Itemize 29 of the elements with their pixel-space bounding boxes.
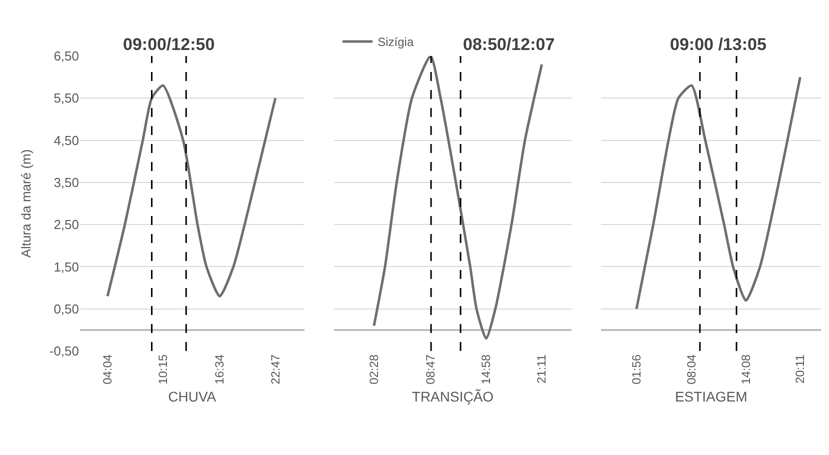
x-axis-title: TRANSIÇÃO <box>412 388 494 405</box>
x-tick-label: 14:58 <box>479 354 494 384</box>
y-tick-label: 4,50 <box>54 132 79 148</box>
legend-label: Sizígia <box>378 35 414 50</box>
x-tick-label: 21:11 <box>534 354 549 384</box>
x-tick-label: 01:56 <box>629 354 644 384</box>
y-tick-label: 0,50 <box>54 301 79 316</box>
text: 08:50/12:07 <box>463 35 555 54</box>
x-tick-label: 08:47 <box>423 354 438 384</box>
y-tick-label: 1,50 <box>54 259 79 274</box>
x-tick-label: 08:04 <box>684 354 698 384</box>
x-tick-label: 22:47 <box>268 354 282 384</box>
x-tick-label: 02:28 <box>366 354 381 384</box>
x-tick-label: 10:15 <box>156 354 170 384</box>
y-axis-title: Altura da maré (m) <box>18 149 34 258</box>
y-tick-label: 5,50 <box>54 90 79 106</box>
line-series <box>106 84 277 298</box>
x-tick-label: 04:04 <box>100 354 114 384</box>
x-tick-label: 14:08 <box>738 354 753 384</box>
x-tick-label: 16:34 <box>212 354 227 384</box>
y-tick-label: 3,50 <box>54 174 79 190</box>
x-axis-title: ESTIAGEM <box>674 388 748 405</box>
y-tick-label: 6,50 <box>54 48 79 64</box>
text: 09:00/12:50 <box>123 35 215 54</box>
x-axis-title: CHUVA <box>168 388 217 405</box>
text: 09:00 /13:05 <box>670 35 766 54</box>
x-tick-label: 20:11 <box>793 354 808 384</box>
y-tick-label: -0,50 <box>49 344 79 359</box>
y-tick-label: 2,50 <box>54 217 79 232</box>
